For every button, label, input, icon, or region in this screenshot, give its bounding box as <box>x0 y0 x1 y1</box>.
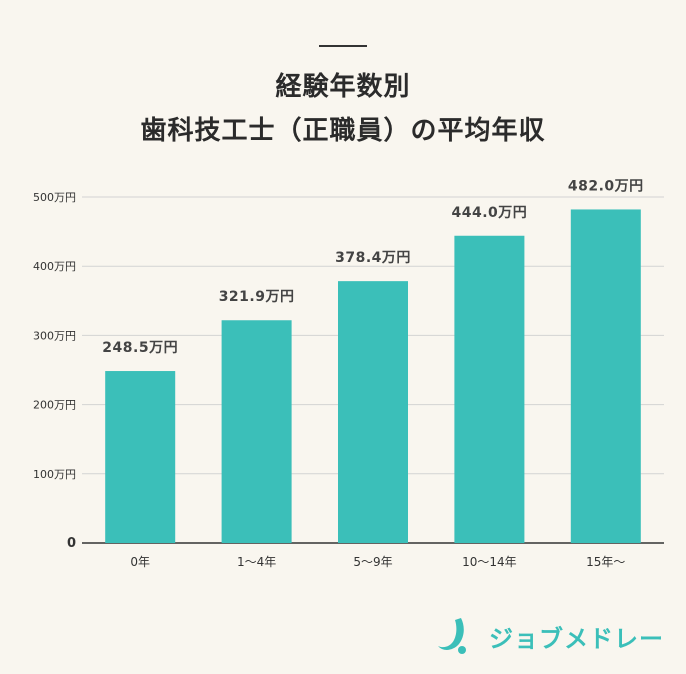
bar-value-label: 444.0万円 <box>452 205 528 221</box>
y-tick-label: 200万円 <box>33 399 76 412</box>
jobmedley-logo-icon <box>438 618 466 654</box>
bar-value-label: 482.0万円 <box>568 178 644 194</box>
jobmedley-logo: ジョブメドレー <box>435 616 664 656</box>
bar-value-label: 248.5万円 <box>102 340 178 356</box>
brand-name: ジョブメドレー <box>489 624 664 653</box>
bar <box>454 235 525 543</box>
chart-title-line-2: 歯科技工士（正職員）の平均年収 <box>140 116 546 146</box>
bar-value-label: 321.9万円 <box>219 289 295 305</box>
bar <box>570 209 641 543</box>
x-tick-label: 10〜14年 <box>462 555 517 569</box>
y-tick-label: 500万円 <box>33 191 76 204</box>
y-tick-label: 100万円 <box>33 468 76 481</box>
chart-title-line-1: 経験年数別 <box>275 72 411 102</box>
x-tick-label: 1〜4年 <box>237 555 276 569</box>
x-tick-label: 0年 <box>130 555 150 569</box>
bar-value-label: 378.4万円 <box>335 250 411 266</box>
x-tick-label: 5〜9年 <box>353 555 392 569</box>
y-tick-label: 0 <box>67 536 76 551</box>
y-tick-label: 400万円 <box>33 260 76 273</box>
bar <box>105 371 176 543</box>
y-tick-label: 300万円 <box>33 329 76 342</box>
x-tick-label: 15年〜 <box>586 555 625 569</box>
bar-chart: 0 100万円 200万円 300万円 400万円 500万円 248.5万円 0年 321.9… <box>33 178 664 569</box>
bar <box>221 320 292 543</box>
title-rule <box>319 45 367 47</box>
bar <box>338 281 408 543</box>
